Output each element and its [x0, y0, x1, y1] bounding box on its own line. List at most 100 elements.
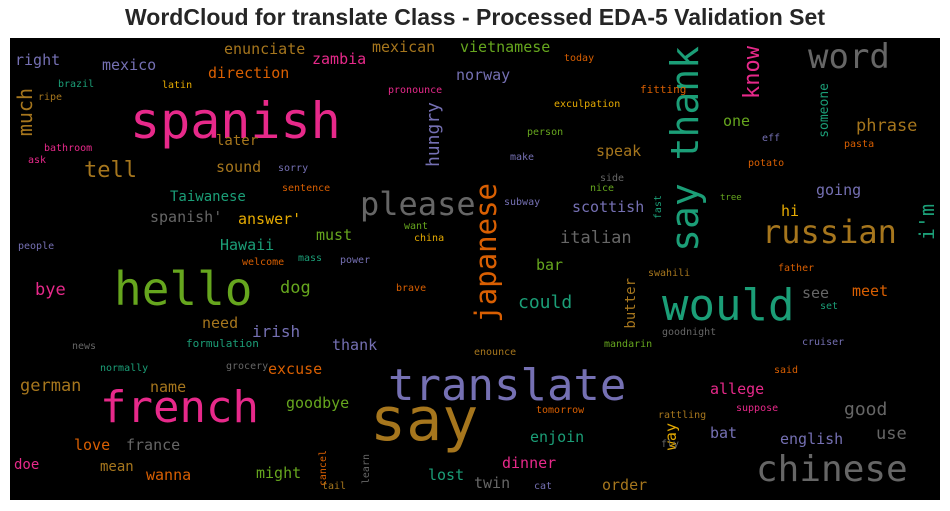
word-italian: italian [560, 228, 632, 248]
word-news: news [72, 341, 97, 352]
word-person: person [527, 127, 564, 138]
word-spanish: spanish [130, 92, 341, 150]
word-people: people [18, 241, 55, 252]
word-fitting: fitting [640, 83, 687, 96]
word-meet: meet [852, 282, 889, 300]
word-france: france [126, 436, 181, 454]
word-later: later [216, 133, 259, 149]
word-allege: allege [710, 380, 765, 398]
word-going: going [816, 181, 862, 199]
word-i-m: i'm [915, 204, 939, 241]
word-grocery: grocery [226, 361, 269, 372]
word-tell: tell [84, 158, 137, 183]
word-much: much [13, 88, 37, 137]
word-hello: hello [114, 262, 253, 316]
word-bye: bye [35, 280, 66, 300]
word-must: must [316, 226, 353, 244]
word-vietnamese: vietnamese [460, 38, 551, 56]
word-use: use [876, 424, 907, 444]
word-german: german [20, 376, 82, 396]
word-someone: someone [817, 83, 832, 138]
word-cruiser: cruiser [802, 337, 845, 348]
word-could: could [518, 292, 573, 313]
word-welcome: welcome [242, 257, 285, 268]
word-exculpation: exculpation [554, 99, 621, 110]
word-father: father [778, 263, 815, 274]
word-phrase: phrase [856, 116, 918, 136]
word-know: know [740, 46, 765, 99]
word-dinner: dinner [502, 454, 557, 472]
word-tail: tail [322, 481, 347, 492]
word-subway: subway [504, 197, 541, 208]
word-right: right [15, 51, 61, 69]
word-ripe: ripe [38, 92, 63, 103]
word-doe: doe [14, 457, 40, 473]
word-spanish: spanish' [150, 208, 223, 226]
word-see: see [802, 284, 830, 302]
wordcloud-canvas: say spanish translate hello french would say t… [10, 38, 940, 500]
word-bat: bat [710, 424, 738, 442]
word-bar: bar [536, 256, 564, 274]
word-butter: butter [623, 278, 639, 329]
chart-title: WordCloud for translate Class - Processe… [125, 4, 825, 30]
word-today: today [564, 53, 595, 64]
word-need: need [202, 314, 239, 332]
word-brave: brave [396, 283, 427, 294]
word-cat: cat [534, 481, 553, 492]
word-mandarin: mandarin [604, 339, 653, 350]
word-nice: nice [590, 183, 615, 194]
word-speak: speak [596, 142, 642, 160]
word-irish: irish [252, 322, 301, 341]
word-say-thank: say thank [663, 46, 707, 252]
word-french: french [100, 382, 259, 433]
word-fast: fast [653, 195, 664, 220]
word-mexican: mexican [372, 38, 436, 56]
word-please: please [360, 185, 476, 223]
word-scottish: scottish [572, 198, 645, 216]
word-love: love [74, 436, 111, 454]
word-enjoin: enjoin [530, 428, 585, 446]
word-enounce: enounce [474, 347, 517, 358]
word-japanese: japanese [469, 183, 503, 323]
word-make: make [510, 152, 535, 163]
word-hawaii: Hawaii [220, 236, 275, 254]
word-pasta: pasta [844, 139, 875, 150]
word-swahili: swahili [648, 268, 691, 279]
word-hi: hi [781, 202, 800, 220]
word-china: china [414, 233, 445, 244]
word-set: set [820, 301, 839, 312]
word-mean: mean [100, 459, 134, 475]
word-russian: russian [762, 213, 897, 251]
word-name: name [150, 378, 187, 396]
word-tomorrow: tomorrow [536, 405, 585, 416]
word-suppose: suppose [736, 403, 779, 414]
word-pronounce: pronounce [388, 85, 443, 96]
word-excuse: excuse [268, 360, 323, 378]
word-one: one [723, 112, 751, 130]
word-chinese: chinese [756, 449, 908, 490]
word-would: would [662, 280, 795, 331]
word-dog: dog [280, 278, 311, 298]
word-might: might [256, 464, 302, 482]
word-power: power [340, 255, 371, 266]
word-translate: translate [388, 360, 627, 411]
word-enunciate: enunciate [224, 40, 306, 58]
word-formulation: formulation [186, 337, 259, 350]
word-sentence: sentence [282, 183, 331, 194]
word-brazil: brazil [58, 79, 95, 90]
word-english: english [780, 430, 844, 448]
word-bathroom: bathroom [44, 143, 93, 154]
word-sound: sound [216, 158, 262, 176]
word-potato: potato [748, 158, 785, 169]
word-mexico: mexico [102, 56, 157, 74]
word-taiwanese: Taiwanese [170, 189, 246, 205]
word-goodnight: goodnight [662, 327, 717, 338]
word-ask: ask [28, 155, 47, 166]
word-eff: eff [762, 133, 781, 144]
word-wanna: wanna [146, 466, 192, 484]
word-lost: lost [428, 466, 465, 484]
word-tree: tree [720, 193, 742, 203]
word-latin: latin [162, 80, 193, 91]
word-mass: mass [298, 253, 323, 264]
word-order: order [602, 476, 648, 494]
